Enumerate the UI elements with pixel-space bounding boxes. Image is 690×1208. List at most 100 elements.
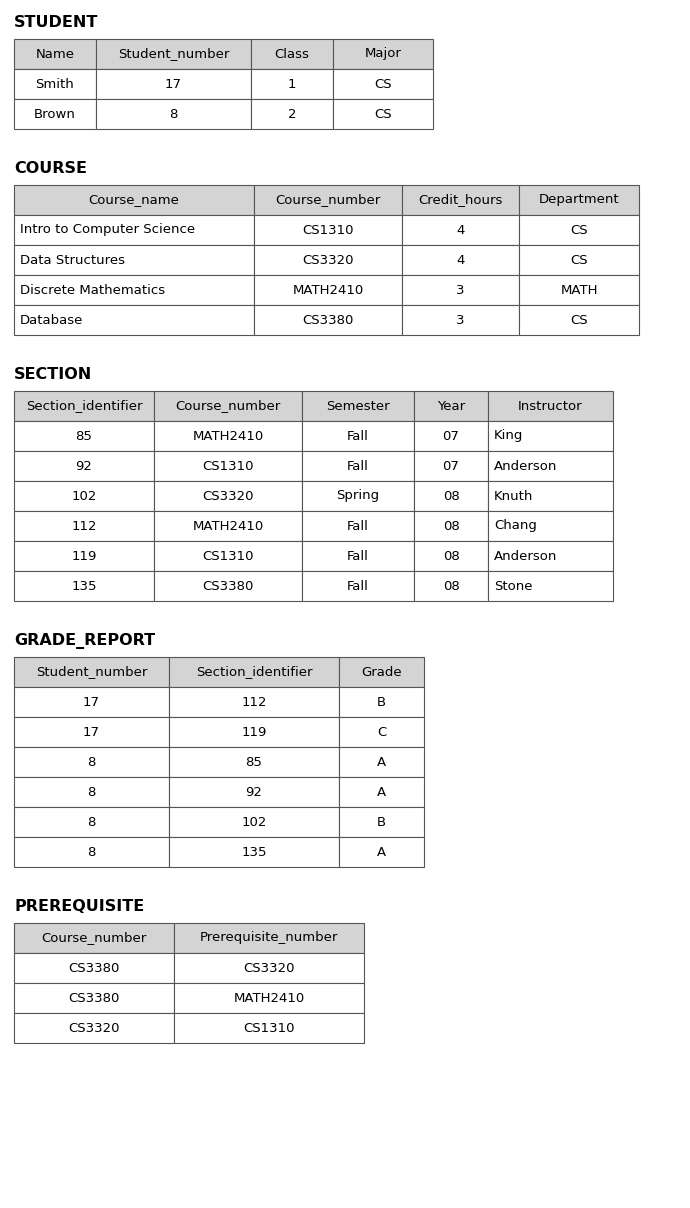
Text: CS1310: CS1310: [202, 550, 254, 563]
Text: CS: CS: [374, 108, 392, 121]
Bar: [488, 541, 613, 571]
Text: 8: 8: [88, 846, 96, 859]
Bar: [14, 185, 254, 215]
Text: Student_number: Student_number: [118, 47, 229, 60]
Bar: [302, 422, 414, 451]
Text: Fall: Fall: [347, 459, 369, 472]
Bar: [96, 39, 251, 69]
Bar: [169, 747, 339, 777]
Bar: [339, 657, 424, 687]
Bar: [14, 215, 254, 245]
Text: MATH2410: MATH2410: [233, 992, 304, 1005]
Text: Grade: Grade: [361, 666, 402, 679]
Bar: [169, 718, 339, 747]
Text: 92: 92: [246, 785, 262, 798]
Bar: [254, 215, 402, 245]
Text: Course_number: Course_number: [41, 931, 146, 945]
Bar: [339, 747, 424, 777]
Text: 4: 4: [456, 223, 464, 237]
Bar: [254, 245, 402, 275]
Text: Intro to Computer Science: Intro to Computer Science: [20, 223, 195, 237]
Text: Student_number: Student_number: [36, 666, 147, 679]
Text: Course_number: Course_number: [275, 193, 381, 207]
Bar: [14, 511, 154, 541]
Text: 17: 17: [165, 77, 182, 91]
Text: 119: 119: [241, 726, 267, 738]
Bar: [254, 185, 402, 215]
Text: A: A: [377, 846, 386, 859]
Text: 07: 07: [442, 430, 460, 442]
Text: CS3380: CS3380: [302, 314, 354, 326]
Text: CS1310: CS1310: [244, 1022, 295, 1034]
Text: Chang: Chang: [494, 519, 537, 533]
Bar: [488, 422, 613, 451]
Bar: [302, 571, 414, 602]
Bar: [302, 481, 414, 511]
Text: 8: 8: [88, 785, 96, 798]
Text: CS3380: CS3380: [202, 580, 254, 592]
Text: 85: 85: [246, 755, 262, 768]
Bar: [14, 657, 169, 687]
Text: Course_name: Course_name: [88, 193, 179, 207]
Bar: [154, 511, 302, 541]
Text: Fall: Fall: [347, 580, 369, 592]
Text: Year: Year: [437, 400, 465, 412]
Bar: [414, 451, 488, 481]
Text: CS: CS: [570, 254, 588, 267]
Text: Knuth: Knuth: [494, 489, 533, 503]
Text: CS: CS: [374, 77, 392, 91]
Text: Stone: Stone: [494, 580, 533, 592]
Bar: [14, 687, 169, 718]
Bar: [488, 451, 613, 481]
Bar: [519, 245, 639, 275]
Bar: [14, 807, 169, 837]
Bar: [154, 541, 302, 571]
Text: 92: 92: [76, 459, 92, 472]
Text: 102: 102: [241, 815, 267, 829]
Text: CS3320: CS3320: [68, 1022, 120, 1034]
Text: Credit_hours: Credit_hours: [418, 193, 503, 207]
Bar: [154, 451, 302, 481]
Bar: [339, 837, 424, 867]
Text: A: A: [377, 755, 386, 768]
Text: Prerequisite_number: Prerequisite_number: [200, 931, 338, 945]
Bar: [14, 837, 169, 867]
Text: Fall: Fall: [347, 550, 369, 563]
Text: Brown: Brown: [34, 108, 76, 121]
Bar: [251, 69, 333, 99]
Bar: [251, 99, 333, 129]
Bar: [414, 422, 488, 451]
Bar: [414, 391, 488, 422]
Text: Fall: Fall: [347, 519, 369, 533]
Text: CS3320: CS3320: [202, 489, 254, 503]
Text: Class: Class: [275, 47, 309, 60]
Text: C: C: [377, 726, 386, 738]
Text: 08: 08: [442, 580, 460, 592]
Text: Anderson: Anderson: [494, 459, 558, 472]
Text: 112: 112: [241, 696, 267, 709]
Text: Section_identifier: Section_identifier: [196, 666, 313, 679]
Text: Discrete Mathematics: Discrete Mathematics: [20, 284, 165, 296]
Text: Database: Database: [20, 314, 83, 326]
Text: MATH2410: MATH2410: [293, 284, 364, 296]
Text: Name: Name: [35, 47, 75, 60]
Bar: [488, 511, 613, 541]
Bar: [14, 422, 154, 451]
Text: PREREQUISITE: PREREQUISITE: [14, 899, 144, 914]
Bar: [174, 953, 364, 983]
Text: 102: 102: [71, 489, 97, 503]
Bar: [339, 687, 424, 718]
Text: Data Structures: Data Structures: [20, 254, 125, 267]
Text: CS3380: CS3380: [68, 962, 119, 975]
Text: 08: 08: [442, 489, 460, 503]
Text: 2: 2: [288, 108, 296, 121]
Text: MATH2410: MATH2410: [193, 430, 264, 442]
Bar: [414, 541, 488, 571]
Text: GRADE_REPORT: GRADE_REPORT: [14, 633, 155, 649]
Bar: [14, 777, 169, 807]
Text: CS3320: CS3320: [244, 962, 295, 975]
Bar: [333, 69, 433, 99]
Bar: [174, 983, 364, 1014]
Text: Course_number: Course_number: [175, 400, 281, 412]
Text: Semester: Semester: [326, 400, 390, 412]
